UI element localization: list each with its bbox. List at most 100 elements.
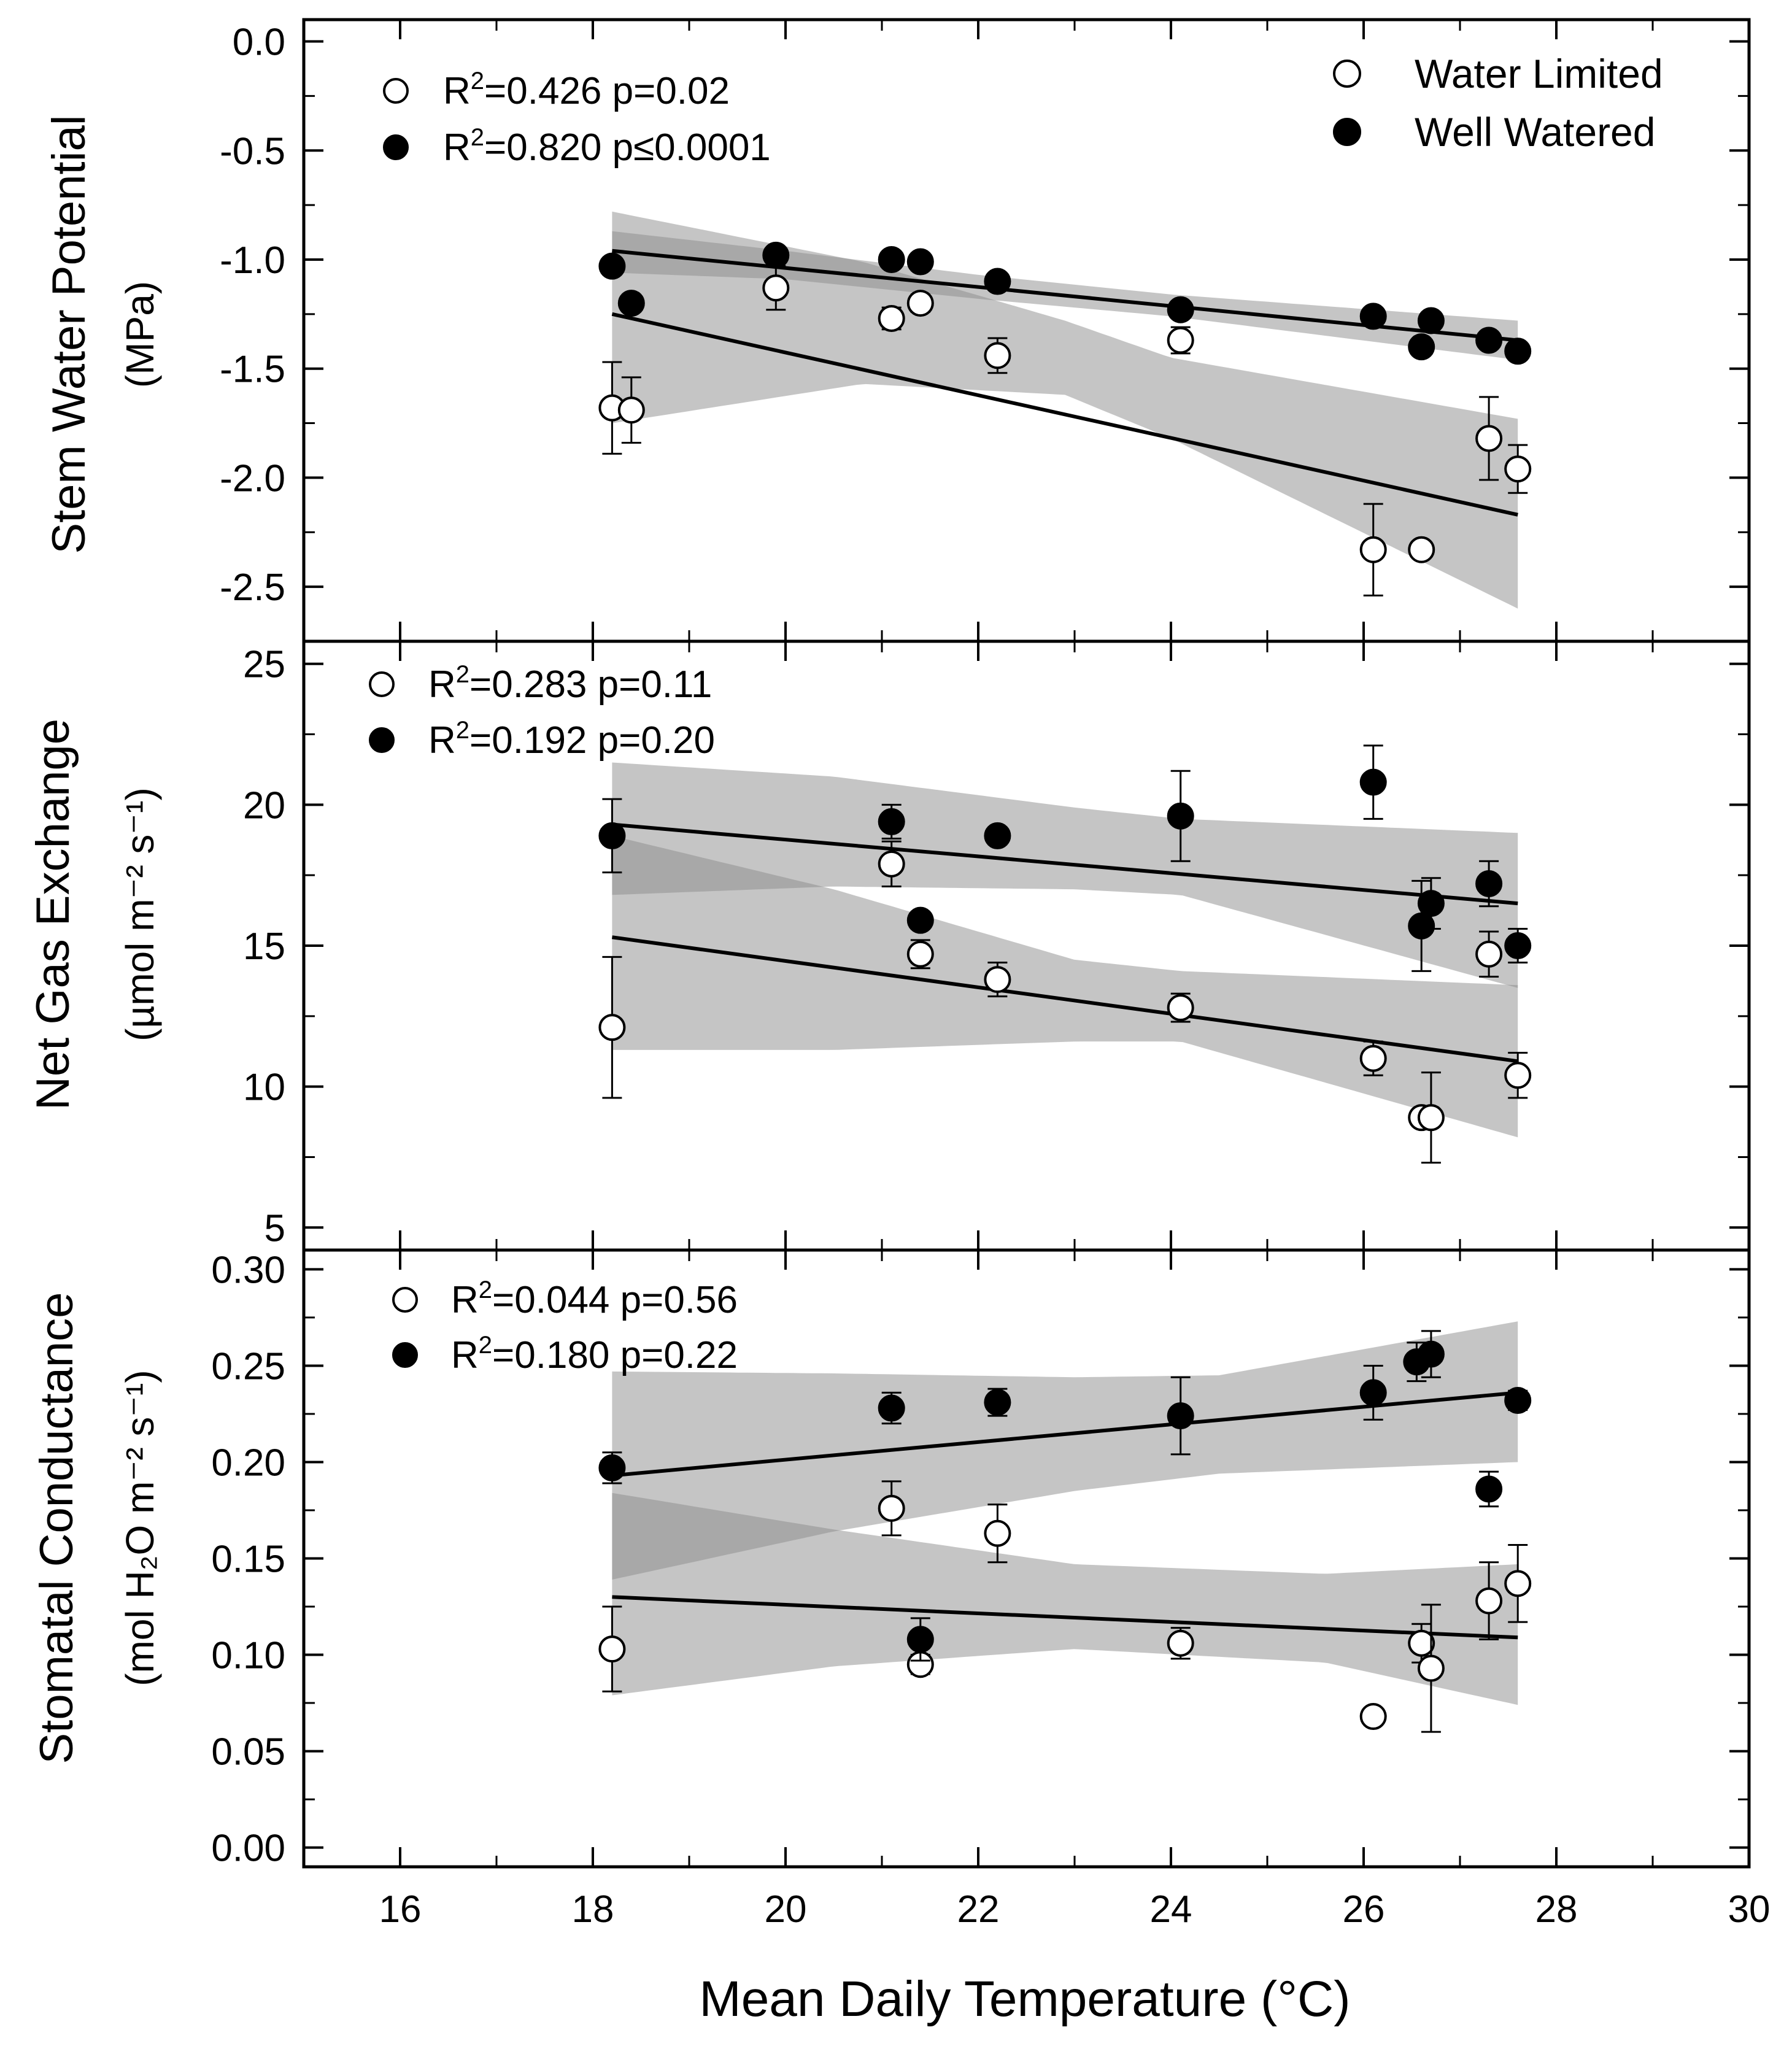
point-well-watered [598,1454,626,1481]
y-title-nge-main: Net Gas Exchange [27,719,79,1110]
point-well-watered [598,252,626,280]
stat-open-marker [392,1287,418,1313]
stat-open-text: R2=0.044 p=0.56 [451,1276,738,1321]
x-tick-label: 26 [1343,1888,1385,1931]
point-well-watered [1167,802,1194,830]
legend-marker-water-limited [1333,60,1361,88]
confidence-band-water-limited [612,835,1518,1138]
confidence-band-water-limited [612,1492,1518,1705]
stat-filled-text: R2=0.820 p≤0.0001 [443,124,771,169]
panel-gs: 0.00 0.05 0.10 0.15 0.20 0.25 0.30 R2=0.044 p=… [31,1249,1749,1870]
point-water-limited [1408,536,1435,563]
plot-area-stomatal-conductance: 0.00 0.05 0.10 0.15 0.20 0.25 0.30 [211,1249,1749,1870]
point-water-limited [1359,1044,1387,1072]
y-tick-label: 0.05 [211,1731,285,1774]
x-axis: 16 18 20 22 24 26 28 30 [303,20,1771,1931]
regression-line-well-watered [612,1391,1518,1478]
point-well-watered [984,1389,1011,1416]
y-tick-label: -1.0 [220,239,285,282]
point-water-limited [1417,1654,1445,1682]
point-well-watered [984,268,1011,295]
regression-line-water-limited [612,1595,1518,1640]
regression-line-water-limited [611,312,1518,517]
y-unit-nge: (µmol m⁻² s⁻¹) [118,787,162,1041]
regression-lines [611,822,1518,1064]
y-tick-label: 0.0 [233,21,285,64]
stat-filled-p: p=0.22 [620,1334,738,1376]
point-well-watered [878,808,905,835]
series-water-limited [598,840,1532,1164]
point-well-watered [1504,338,1532,365]
stat-open-r2: 0.283 [492,663,587,706]
x-tick-label: 22 [957,1888,1000,1931]
series-well-watered [598,241,1532,365]
panel-nge: 5 10 15 20 25 R2=0.283 p=0.11 R2=0.192 p=0.2… [27,644,1749,1249]
point-water-limited [1167,1629,1194,1657]
point-water-limited [984,966,1011,994]
x-tick-label: 28 [1535,1888,1578,1931]
y-tick-label: 15 [243,925,285,968]
stat-filled-marker [383,134,409,160]
plot-area-stem-water-potential: 0.0 -0.5 -1.0 -1.5 -2.0 -2.5 [220,21,1749,609]
confidence-bands [612,762,1518,1138]
point-well-watered [617,290,645,317]
x-tick-label: 30 [1728,1888,1771,1931]
stats-legend-nge: R2=0.283 p=0.11 R2=0.192 p=0.20 [369,661,715,762]
point-water-limited [598,1635,626,1663]
y-tick-label: 20 [243,784,285,827]
point-water-limited [906,940,934,968]
stat-open-marker [383,78,409,104]
point-well-watered [598,822,626,849]
stat-filled-r2: 0.180 [514,1334,609,1376]
stat-open-text: R2=0.283 p=0.11 [428,661,712,706]
series-legend: Water Limited Well Watered [1333,51,1663,155]
point-water-limited [878,304,905,332]
y-axis-gs: 0.00 0.05 0.10 0.15 0.20 0.25 0.30 [211,1249,1749,1870]
point-water-limited [1408,1629,1435,1657]
y-unit-gs-text: (mol H₂O m⁻² s⁻¹) [118,1370,162,1686]
point-well-watered [906,248,934,276]
stat-filled-r2: 0.820 [506,126,601,169]
point-water-limited [1475,1587,1503,1615]
legend-label-well-watered: Well Watered [1415,109,1655,155]
y-axis-nge: 5 10 15 20 25 [243,644,1749,1249]
point-water-limited [762,274,790,302]
y-tick-label: -1.5 [220,349,285,391]
y-title-gs: Stomatal Conductance [31,1292,83,1764]
stat-filled-marker [369,727,395,753]
point-well-watered [878,245,905,273]
point-water-limited [984,342,1011,369]
point-well-watered [1167,296,1194,323]
point-well-watered [762,241,790,269]
y-title-gs-main: Stomatal Conductance [31,1292,83,1764]
point-well-watered [1417,1340,1445,1368]
point-water-limited [1417,1104,1445,1132]
point-well-watered [1359,1379,1387,1407]
y-tick-label: 0.00 [211,1828,285,1870]
point-well-watered [1359,303,1387,330]
confidence-band-well-watered [612,762,1518,988]
series-water-limited [598,1480,1532,1733]
legend-label-water-limited: Water Limited [1415,51,1663,96]
stats-legend-gs: R2=0.044 p=0.56 R2=0.180 p=0.22 [392,1276,738,1376]
confidence-bands [612,1321,1518,1705]
point-well-watered [1408,912,1435,940]
y-tick-label: 5 [265,1207,285,1249]
x-tick-label: 20 [765,1888,807,1931]
y-unit-swp-text: (MPa) [118,281,162,388]
point-well-watered [1408,333,1435,361]
y-title-swp-main: Stem Water Potential [43,115,95,554]
point-water-limited [1167,994,1194,1022]
y-tick-label: 0.15 [211,1538,285,1581]
plot-area-net-gas-exchange: 5 10 15 20 25 [243,644,1749,1249]
point-water-limited [1167,326,1194,354]
y-tick-label: 0.25 [211,1345,285,1388]
stat-open-text: R2=0.426 p=0.02 [443,68,730,112]
y-title-swp: Stem Water Potential [43,115,95,554]
y-unit-swp: (MPa) [118,281,162,388]
stat-open-p: p=0.11 [598,663,713,706]
confidence-band-water-limited [612,211,1518,609]
series-well-watered [598,1330,1532,1662]
stat-filled-p: p≤0.0001 [612,126,771,169]
